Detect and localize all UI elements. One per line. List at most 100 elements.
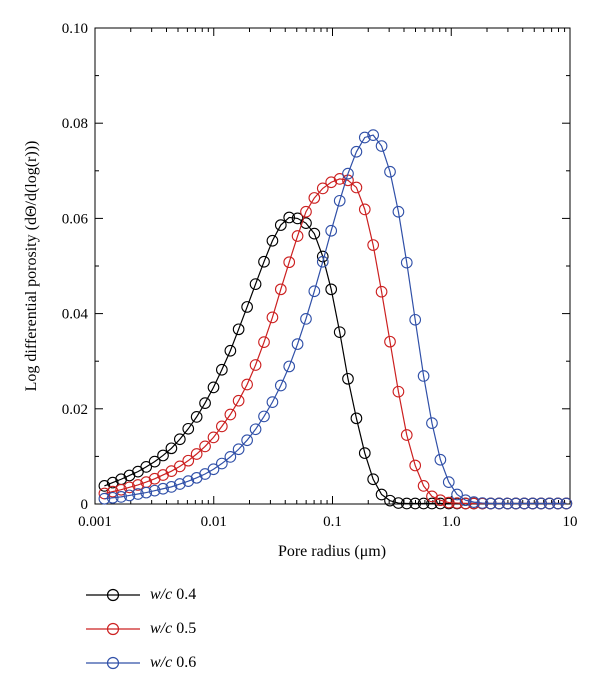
data-point <box>333 194 346 207</box>
data-point <box>224 408 237 421</box>
legend-item-wc04: w/c 0.4 <box>86 578 196 612</box>
data-point <box>367 239 380 251</box>
data-point <box>274 283 287 296</box>
data-point <box>358 447 371 459</box>
data-point <box>392 205 405 218</box>
series-layer <box>98 129 573 510</box>
data-point <box>199 440 211 453</box>
data-point <box>115 483 127 496</box>
data-point <box>215 457 228 470</box>
data-point <box>342 167 354 180</box>
data-point <box>224 344 237 357</box>
data-point <box>241 378 253 391</box>
data-point <box>417 370 430 382</box>
data-point <box>426 417 438 429</box>
series-2 <box>98 129 573 510</box>
chart: 0.001 0.01 0.1 1.0 10 0 0.02 0.04 0.06 0.08 0.10 P… <box>23 21 578 560</box>
data-point <box>459 494 472 507</box>
data-point <box>308 192 321 204</box>
data-point <box>535 497 547 510</box>
data-point <box>123 489 136 502</box>
data-point <box>199 397 211 409</box>
data-point <box>106 491 119 504</box>
data-point <box>350 181 363 194</box>
data-point <box>392 497 405 509</box>
data-point <box>442 496 455 509</box>
data-point <box>266 311 279 324</box>
data-point <box>232 323 245 336</box>
legend-label-wc05: w/c 0.5 <box>150 620 197 637</box>
data-point <box>215 420 228 433</box>
data-point <box>291 230 304 242</box>
data-point <box>241 434 253 447</box>
data-point <box>400 256 413 269</box>
data-point <box>476 497 489 509</box>
data-point <box>190 411 203 423</box>
data-point <box>434 494 447 507</box>
y-tick-label: 0.04 <box>62 307 89 323</box>
data-point <box>300 205 312 218</box>
data-point <box>468 496 480 508</box>
y-tick-label: 0 <box>81 497 89 513</box>
x-tick-label: 0.01 <box>201 514 227 530</box>
data-point <box>316 182 329 195</box>
data-point <box>232 394 245 407</box>
data-point <box>400 429 413 441</box>
legend: w/c 0.4 w/c 0.5 w/c 0.6 <box>86 578 196 680</box>
data-point <box>375 285 388 298</box>
y-tick-label: 0.08 <box>62 116 88 132</box>
data-point <box>501 497 514 510</box>
data-point <box>274 219 287 231</box>
data-point <box>182 422 195 435</box>
data-point <box>375 140 388 152</box>
series-0 <box>98 211 573 510</box>
data-point <box>249 423 262 436</box>
data-point <box>552 497 564 510</box>
data-point <box>115 491 127 503</box>
data-point <box>283 211 296 224</box>
data-point <box>518 497 531 510</box>
data-point <box>392 385 405 398</box>
data-point <box>543 497 556 510</box>
legend-swatch-wc06 <box>86 656 140 670</box>
data-point <box>266 234 279 247</box>
data-point <box>283 360 296 373</box>
data-point <box>493 497 505 510</box>
data-point <box>484 497 497 510</box>
data-point <box>207 431 220 444</box>
x-tick-label: 10 <box>563 514 578 530</box>
data-point <box>325 224 338 237</box>
data-point <box>182 475 195 488</box>
data-point <box>274 379 287 392</box>
data-point <box>207 381 220 394</box>
data-point <box>173 433 186 446</box>
legend-swatch-wc05 <box>86 622 140 636</box>
data-point <box>451 488 463 501</box>
data-point <box>409 497 422 510</box>
data-point <box>148 484 161 497</box>
data-point <box>215 363 228 376</box>
data-point <box>417 480 430 492</box>
data-point <box>165 442 178 455</box>
data-point <box>384 165 396 178</box>
data-point <box>98 480 111 492</box>
data-point <box>249 278 262 290</box>
data-point <box>451 497 463 509</box>
data-point <box>325 283 338 296</box>
data-point <box>140 486 153 499</box>
x-axis-label: Pore radius (μm) <box>278 543 386 560</box>
data-point <box>350 145 363 158</box>
data-point <box>232 443 245 456</box>
data-point <box>375 488 388 501</box>
data-point <box>190 448 203 460</box>
x-tick-label: 1.0 <box>442 514 461 530</box>
data-point <box>333 173 346 185</box>
data-point <box>165 481 178 493</box>
data-point <box>442 476 455 488</box>
data-point <box>266 396 279 408</box>
series-1 <box>98 173 573 510</box>
data-point <box>342 372 354 385</box>
x-tick-label: 0.1 <box>323 514 342 530</box>
data-point <box>434 453 447 466</box>
data-point <box>283 256 296 269</box>
